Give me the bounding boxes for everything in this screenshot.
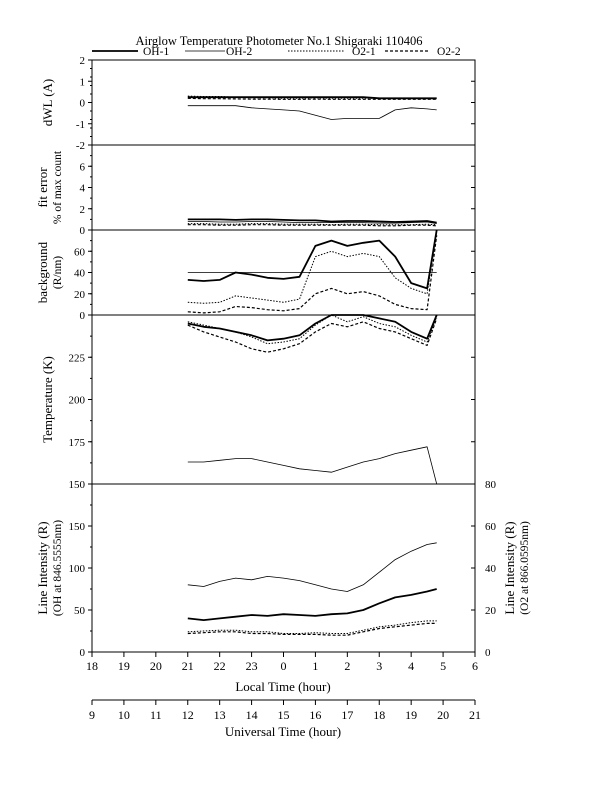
local-x-tick-label: 0 — [281, 659, 287, 673]
universal-x-tick-label: 14 — [246, 708, 258, 722]
local-x-tick-label: 18 — [86, 659, 98, 673]
universal-x-tick-label: 15 — [278, 708, 290, 722]
series-temperature-o2-1 — [187, 314, 438, 345]
local-x-tick-label: 21 — [182, 659, 194, 673]
y-right-tick-label: 40 — [485, 563, 497, 575]
universal-x-tick-label: 18 — [373, 708, 385, 722]
series-dWL-o2-1 — [187, 95, 437, 99]
series-line-intensity-o2-2 — [187, 622, 437, 636]
series-line-intensity-oh-2 — [187, 542, 437, 592]
panel-background: 0 20 40 60 background (R/nm) — [35, 229, 476, 322]
y-tick-label: 200 — [69, 395, 86, 407]
y-tick-label: 0 — [80, 647, 86, 659]
series-fit-error-o2-2 — [187, 224, 437, 227]
panel-frame — [91, 144, 476, 231]
local-x-tick-label: 22 — [214, 659, 226, 673]
panel-temperature: 150 175 200 225 Temperature (K) — [40, 314, 476, 491]
panel-frame — [91, 59, 476, 146]
y-tick-label: 6 — [80, 161, 86, 173]
y-tick-label: 0 — [80, 98, 86, 110]
y-axis-sublabel: (R/nm) — [52, 256, 64, 289]
series-fit-error-oh-2 — [187, 221, 437, 224]
y-tick-label: 2 — [80, 55, 86, 67]
y-right-axis-label: Line Intensity (R) — [502, 521, 517, 614]
y-tick-label: 0 — [80, 310, 86, 322]
legend-label-oh-2: OH-2 — [226, 46, 252, 58]
y-axis-label: background — [35, 241, 50, 303]
universal-x-tick-label: 13 — [214, 708, 226, 722]
time-axes: Local Time (hour) Universal Time (hour) … — [86, 652, 481, 739]
y-tick-label: 100 — [69, 563, 86, 575]
y-tick-label: 4 — [80, 183, 86, 195]
series-dWL-o2-2 — [187, 97, 437, 100]
universal-x-tick-label: 20 — [437, 708, 449, 722]
series-background-o2-2 — [187, 235, 438, 314]
y-right-tick-label: 60 — [485, 521, 497, 533]
panel-dWL: -2 -1 0 1 2 dWL (A) — [40, 55, 476, 152]
y-tick-label: 150 — [69, 479, 86, 491]
panel-frame — [91, 314, 476, 485]
series-background-oh-1 — [187, 229, 438, 290]
series-temperature-oh-2 — [187, 446, 438, 485]
series-fit-error-oh-1 — [187, 218, 437, 224]
local-x-tick-label: 2 — [344, 659, 350, 673]
legend-label-oh-1: OH-1 — [143, 46, 169, 58]
y-axis-label: Temperature (K) — [40, 356, 55, 443]
local-x-tick-label: 3 — [376, 659, 382, 673]
series-line-intensity-o2-1 — [187, 620, 437, 634]
y-tick-label: 225 — [69, 352, 86, 364]
y-tick-label: 20 — [74, 289, 86, 301]
universal-x-tick-label: 16 — [309, 708, 321, 722]
universal-x-tick-label: 12 — [182, 708, 194, 722]
local-x-tick-label: 4 — [408, 659, 414, 673]
y-tick-label: 60 — [74, 246, 86, 258]
legend-label-o2-1: O2-1 — [352, 46, 376, 58]
chart-panels: -2 -1 0 1 2 dWL (A) 0 2 4 6 fit error% of max coun… — [35, 55, 531, 659]
panel-frame — [91, 483, 476, 653]
universal-x-tick-label: 11 — [150, 708, 162, 722]
y-axis-sublabel: % of max count — [52, 150, 64, 224]
series-background-o2-1 — [187, 232, 438, 304]
y-tick-label: -2 — [76, 140, 85, 152]
y-tick-label: 40 — [74, 268, 86, 280]
legend: OH-1 OH-2 O2-1 O2-2 — [92, 46, 461, 58]
local-x-tick-label: 20 — [150, 659, 162, 673]
y-axis-sublabel: (OH at 846.5555nm) — [52, 520, 64, 616]
universal-x-tick-label: 9 — [89, 708, 95, 722]
local-time-label: Local Time (hour) — [235, 679, 330, 694]
y-axis-label: dWL (A) — [40, 79, 55, 127]
y-right-tick-label: 80 — [485, 479, 497, 491]
series-fit-error-o2-1 — [187, 223, 437, 226]
chart-title: Airglow Temperature Photometer No.1 Shig… — [135, 34, 422, 48]
legend-label-o2-2: O2-2 — [437, 46, 461, 58]
local-x-tick-label: 19 — [118, 659, 130, 673]
y-tick-label: 150 — [69, 521, 86, 533]
universal-time-label: Universal Time (hour) — [225, 724, 341, 739]
y-axis-label: fit error — [35, 167, 50, 208]
panel-fit-error: 0 2 4 6 fit error% of max count — [35, 144, 476, 237]
universal-x-tick-label: 21 — [469, 708, 481, 722]
y-tick-label: 50 — [74, 605, 86, 617]
local-x-tick-label: 5 — [440, 659, 446, 673]
y-right-axis-sublabel: (O2 at 866.0595nm) — [519, 521, 531, 615]
universal-x-tick-label: 19 — [405, 708, 417, 722]
y-axis-label: Line Intensity (R) — [35, 521, 50, 614]
universal-x-tick-label: 10 — [118, 708, 130, 722]
local-x-tick-label: 6 — [472, 659, 478, 673]
series-temperature-o2-2 — [187, 318, 438, 353]
y-right-tick-label: 20 — [485, 605, 497, 617]
y-tick-label: 2 — [80, 204, 86, 216]
y-tick-label: 0 — [80, 225, 86, 237]
series-dWL-oh-2 — [187, 105, 437, 120]
y-tick-label: -1 — [76, 119, 85, 131]
universal-x-tick-label: 17 — [341, 708, 353, 722]
local-x-tick-label: 23 — [246, 659, 258, 673]
y-right-tick-label: 0 — [485, 647, 491, 659]
y-tick-label: 175 — [69, 437, 86, 449]
series-line-intensity-oh-1 — [187, 588, 437, 621]
y-tick-label: 1 — [80, 76, 86, 88]
local-x-tick-label: 1 — [312, 659, 318, 673]
